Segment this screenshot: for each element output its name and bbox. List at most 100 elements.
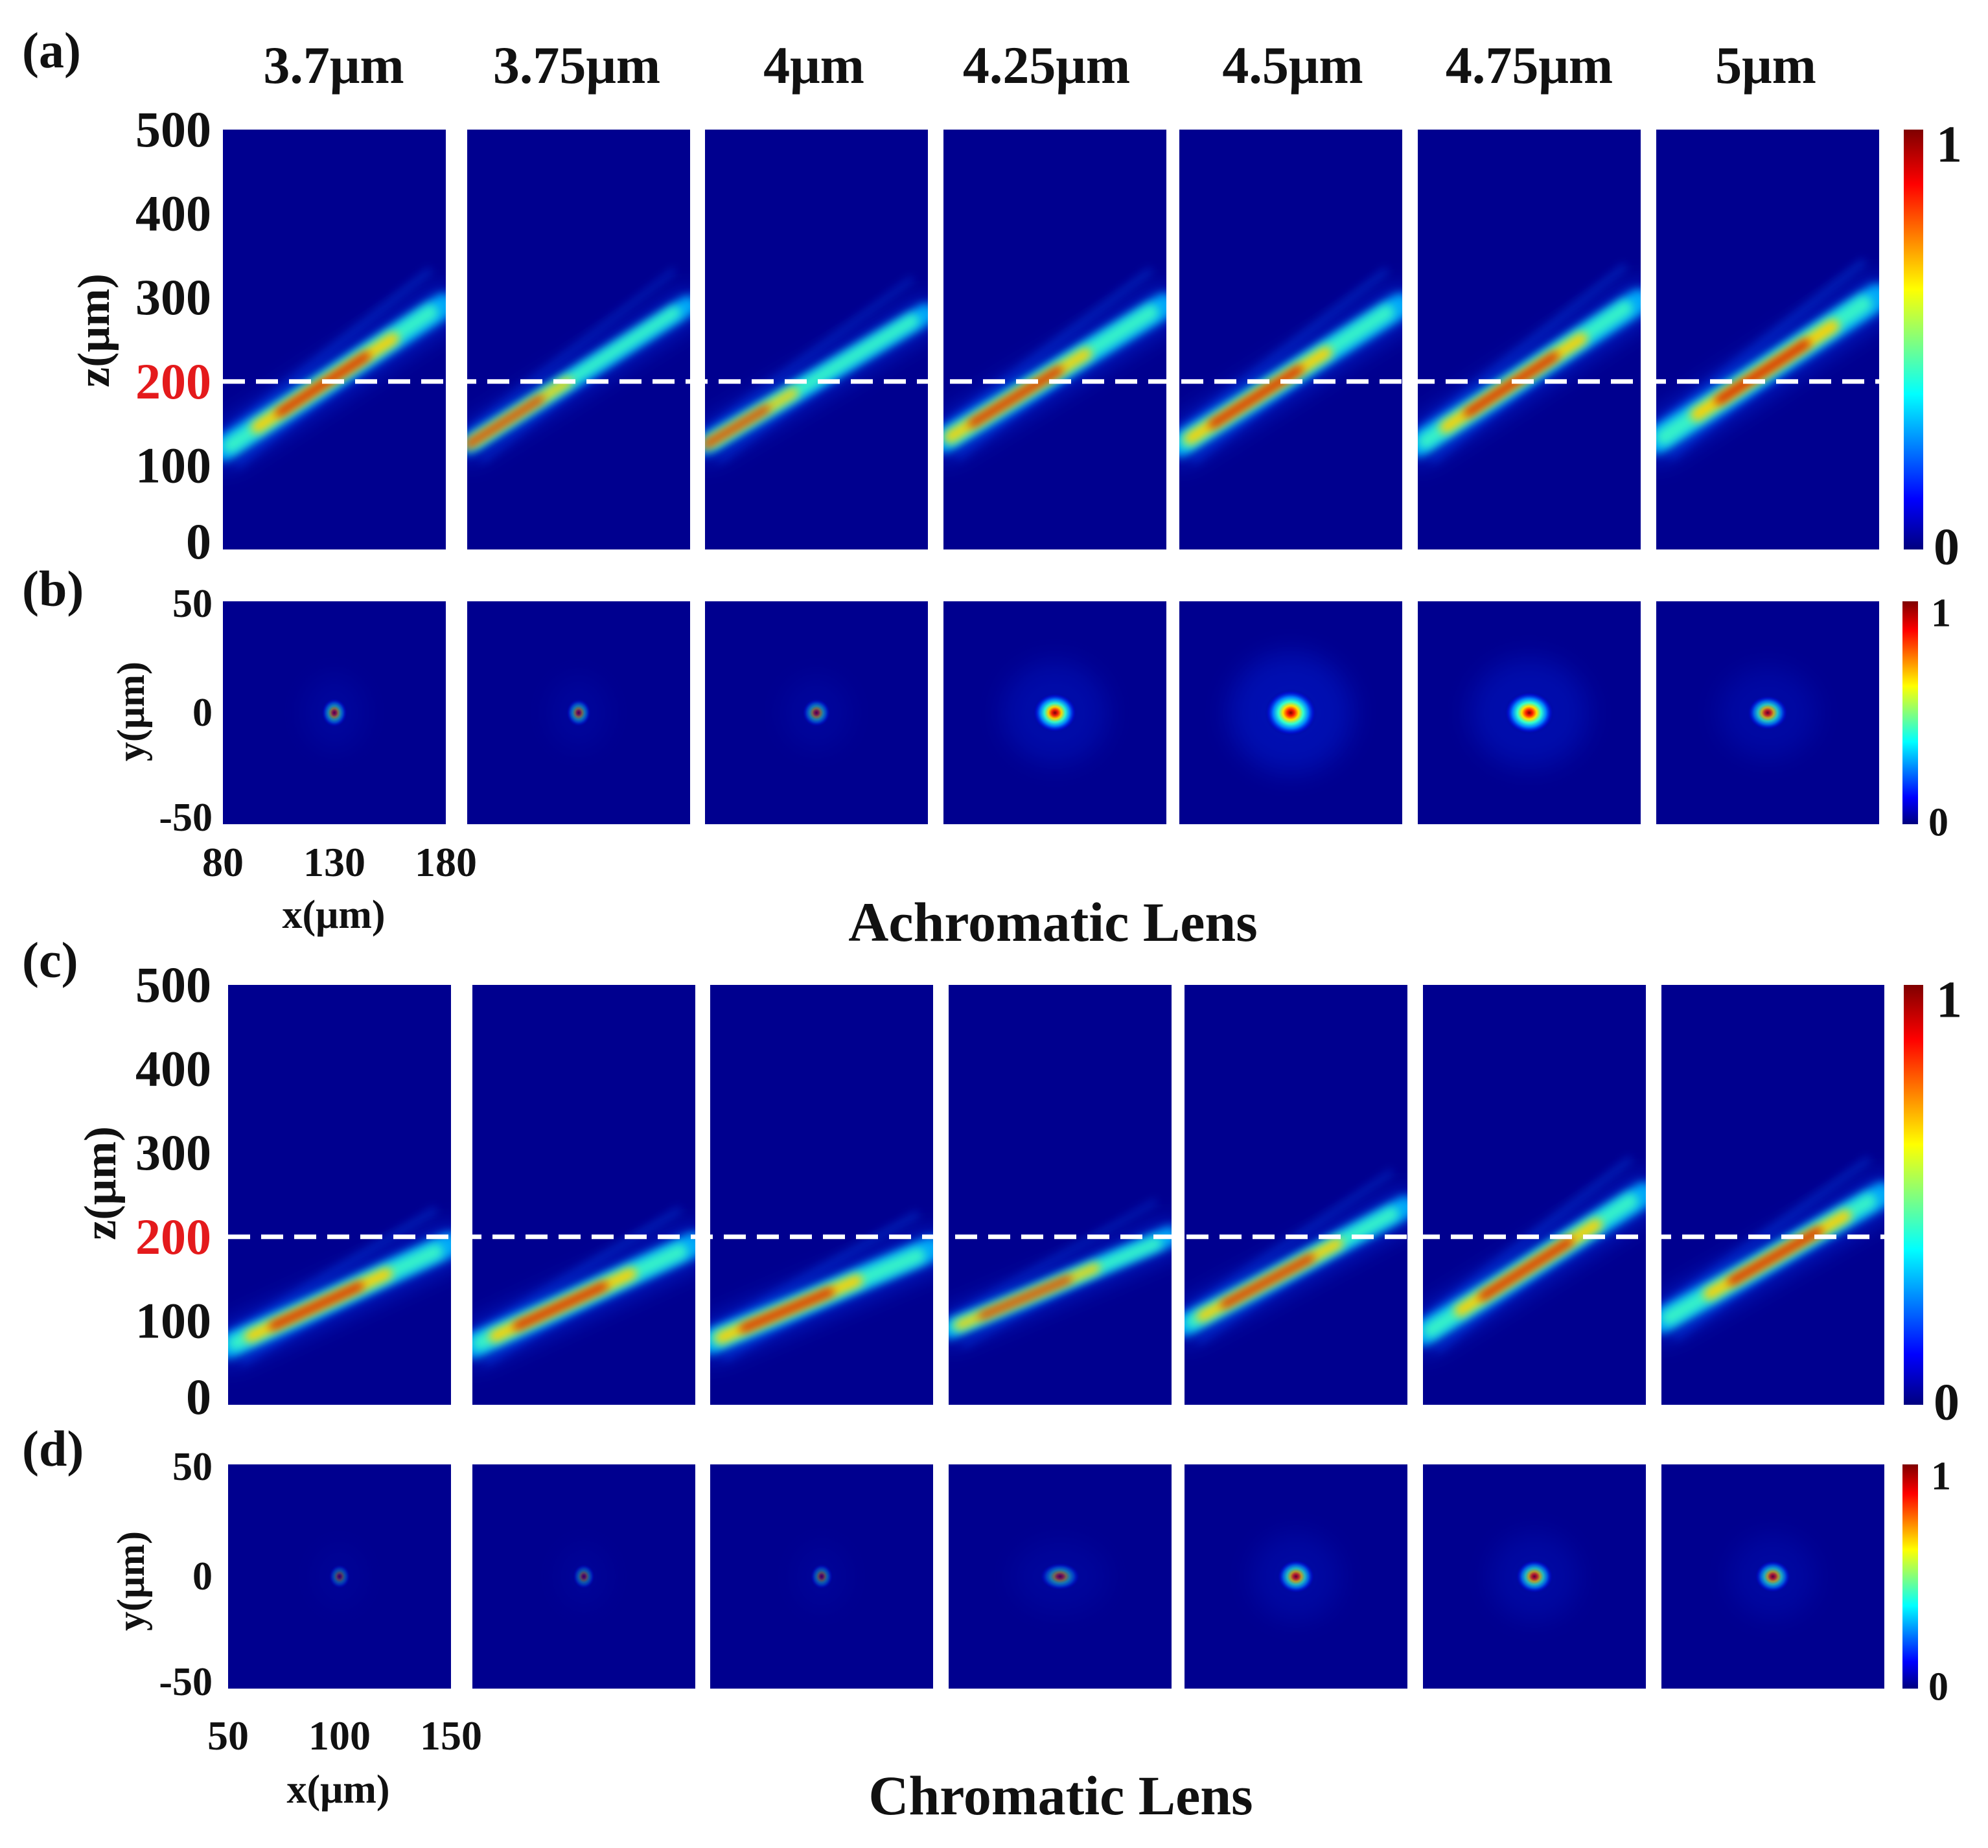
axis-tick-label: 500 bbox=[135, 956, 211, 1013]
z-axis-label-a: z(μm) bbox=[69, 273, 119, 387]
axis-tick-label: 50 bbox=[207, 1713, 249, 1759]
colorbar-min-label: 0 bbox=[1928, 1665, 1948, 1709]
heatmap-panel bbox=[710, 985, 933, 1405]
axis-tick-label: 180 bbox=[415, 839, 477, 885]
colorbar-min-label: 0 bbox=[1928, 800, 1948, 844]
panel-a-beams bbox=[223, 130, 1879, 549]
caption-achromatic: Achromatic Lens bbox=[848, 891, 1257, 953]
axis-tick-label: 0 bbox=[186, 513, 211, 570]
heatmap-panel bbox=[943, 130, 1166, 549]
axis-tick-label: 0 bbox=[192, 1554, 213, 1599]
panel-label-a: (a) bbox=[22, 22, 81, 78]
colorbar bbox=[1904, 130, 1923, 549]
panel-d-spots bbox=[228, 1464, 1884, 1689]
caption-chromatic: Chromatic Lens bbox=[868, 1764, 1253, 1827]
heatmap-panel bbox=[943, 601, 1166, 824]
colorbar-max-label: 1 bbox=[1936, 972, 1962, 1029]
heatmap-panel bbox=[467, 601, 690, 824]
panel-b-spots bbox=[223, 601, 1879, 824]
beam-core bbox=[1479, 1238, 1573, 1300]
panel-c-beams bbox=[228, 985, 1884, 1405]
wavelength-header: 5μm bbox=[1715, 36, 1816, 95]
heatmap-panel bbox=[705, 130, 928, 549]
heatmap-panel bbox=[1661, 1464, 1884, 1689]
heatmap-panel bbox=[1179, 601, 1402, 824]
y-axis-ticks-b: 50 0 -50 bbox=[159, 582, 213, 840]
wavelength-header: 3.75μm bbox=[493, 36, 660, 95]
heatmap-panel bbox=[705, 601, 928, 824]
colorbar bbox=[1902, 1464, 1918, 1689]
x-axis-ticks-b: 80 130 180 bbox=[202, 839, 477, 885]
axis-tick-label: 400 bbox=[135, 1041, 211, 1097]
focal-spot bbox=[1504, 691, 1555, 734]
heatmap-background bbox=[1185, 985, 1407, 1405]
y-axis-label-d: y(μm) bbox=[110, 1531, 152, 1631]
heatmap-panel bbox=[710, 1464, 933, 1689]
focal-spot bbox=[572, 1564, 595, 1589]
heatmap-panel bbox=[949, 985, 1172, 1405]
z-axis-label-c: z(μm) bbox=[76, 1126, 126, 1240]
z-axis-ticks-c: 500 400 300 200 100 0 bbox=[135, 956, 211, 1425]
panel-label-d: (d) bbox=[22, 1420, 84, 1477]
colorbar bbox=[1904, 985, 1923, 1405]
axis-tick-label: 50 bbox=[172, 582, 213, 626]
axis-tick-label: 400 bbox=[135, 185, 211, 242]
beam-core bbox=[1220, 1254, 1315, 1308]
colorbar-max-label: 1 bbox=[1931, 591, 1951, 635]
colorbar-max-label: 1 bbox=[1931, 1454, 1951, 1498]
heatmap-panel bbox=[1423, 1464, 1646, 1689]
heatmap-panel bbox=[228, 985, 451, 1405]
beam-core bbox=[739, 1288, 834, 1332]
focal-spot bbox=[329, 1564, 351, 1589]
y-axis-label-b: y(μm) bbox=[110, 662, 152, 761]
axis-tick-label: -50 bbox=[159, 1660, 213, 1704]
y-axis-ticks-d: 50 0 -50 bbox=[159, 1445, 213, 1704]
panel-label-b: (b) bbox=[22, 560, 84, 617]
beam-core bbox=[1715, 340, 1810, 404]
axis-tick-label: 100 bbox=[135, 1292, 211, 1348]
heatmap-panel bbox=[949, 1464, 1172, 1689]
x-axis-label-b: x(μm) bbox=[282, 893, 385, 937]
heatmap-panel bbox=[228, 1464, 451, 1689]
heatmap-panel bbox=[1418, 130, 1641, 549]
axis-tick-label: 300 bbox=[135, 1124, 211, 1181]
wavelength-header: 4.5μm bbox=[1222, 36, 1363, 95]
heatmap-panel bbox=[1418, 601, 1641, 824]
heatmap-panel bbox=[223, 601, 446, 824]
axis-tick-label: 100 bbox=[308, 1713, 371, 1759]
focal-spot bbox=[321, 698, 347, 728]
axis-tick-label: 0 bbox=[186, 1369, 211, 1425]
colorbars: 1 0 1 0 1 0 1 0 bbox=[1902, 117, 1962, 1709]
x-axis-ticks-d: 50 100 150 bbox=[207, 1713, 482, 1759]
axis-tick-label: 300 bbox=[135, 269, 211, 325]
wavelength-header: 4.25μm bbox=[963, 36, 1130, 95]
axis-tick-label: 100 bbox=[135, 437, 211, 493]
beam-core bbox=[1208, 365, 1303, 428]
focal-spot bbox=[802, 699, 831, 727]
panel-label-c: (c) bbox=[22, 932, 78, 988]
heatmap-panel bbox=[1661, 985, 1884, 1405]
heatmap-panel bbox=[1423, 985, 1646, 1405]
beam-core bbox=[968, 366, 1063, 427]
x-axis-label-d: x(μm) bbox=[286, 1768, 389, 1812]
focal-spot bbox=[810, 1564, 833, 1589]
wavelength-header: 4μm bbox=[763, 36, 864, 95]
heatmap-panel bbox=[467, 130, 690, 549]
heatmap-panel bbox=[1656, 601, 1879, 824]
axis-tick-label: 80 bbox=[202, 839, 244, 885]
beam-core bbox=[513, 1282, 608, 1330]
heatmap-panel bbox=[1656, 130, 1879, 549]
axis-tick-label: 500 bbox=[135, 101, 211, 157]
heatmap-panel bbox=[223, 130, 446, 549]
axis-tick-label: 0 bbox=[192, 691, 213, 735]
colorbar-min-label: 0 bbox=[1934, 518, 1959, 575]
heatmap-panel bbox=[1179, 130, 1402, 549]
heatmap-panel bbox=[1185, 1464, 1407, 1689]
focal-spot bbox=[1747, 695, 1788, 730]
colorbar-min-label: 0 bbox=[1934, 1374, 1959, 1431]
axis-tick-label: 50 bbox=[172, 1445, 213, 1489]
axis-tick-label: 200 bbox=[135, 1208, 211, 1265]
focal-spot bbox=[1277, 1559, 1315, 1594]
beam-core bbox=[705, 406, 770, 448]
